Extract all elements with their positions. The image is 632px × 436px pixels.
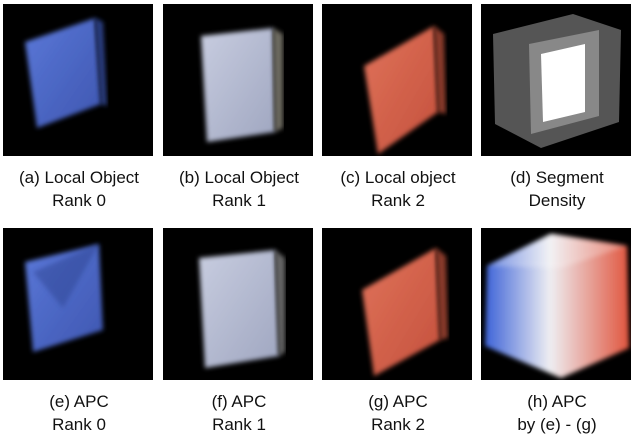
render-image	[481, 228, 631, 380]
render-image	[481, 4, 631, 156]
figure: (a) Local ObjectRank 0(b) Local ObjectRa…	[0, 0, 632, 436]
render-image	[3, 228, 153, 380]
caption-line: Rank 1	[163, 189, 315, 212]
caption-line: (b) Local Object	[163, 166, 315, 189]
render-image	[322, 4, 472, 156]
caption-line: Rank 0	[3, 189, 155, 212]
caption-line: by (e) - (g)	[481, 413, 632, 436]
caption-line: Rank 1	[163, 413, 315, 436]
caption-line: (a) Local Object	[3, 166, 155, 189]
caption-line: (h) APC	[481, 390, 632, 413]
caption-line: (d) Segment	[481, 166, 632, 189]
caption-line: (f) APC	[163, 390, 315, 413]
caption-line: Density	[481, 189, 632, 212]
caption-line: (e) APC	[3, 390, 155, 413]
caption-line: Rank 2	[322, 413, 474, 436]
caption-line: Rank 0	[3, 413, 155, 436]
render-image	[163, 228, 313, 380]
render-image	[322, 228, 472, 380]
render-image	[3, 4, 153, 156]
caption-line: (c) Local object	[322, 166, 474, 189]
caption-line: Rank 2	[322, 189, 474, 212]
render-image	[163, 4, 313, 156]
caption-line: (g) APC	[322, 390, 474, 413]
